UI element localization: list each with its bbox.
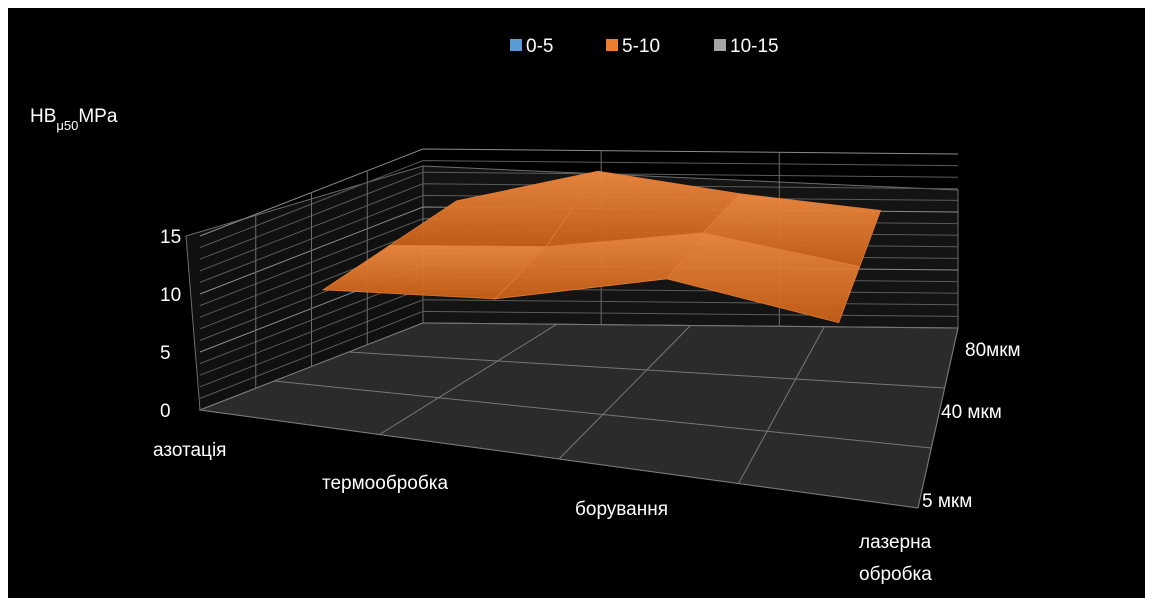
legend: 0-5 5-10 10-15: [510, 36, 779, 57]
category-label-laser-line1: лазерна: [859, 532, 932, 553]
legend-swatch-5-10: [606, 39, 618, 51]
legend-label-0-5: 0-5: [526, 36, 553, 57]
surface: [321, 170, 882, 324]
z-tick-labels: 0 5 10 15: [160, 227, 181, 422]
category-label-nitriding: азотація: [153, 440, 226, 461]
legend-swatch-0-5: [510, 39, 522, 51]
legend-swatch-10-15: [714, 39, 726, 51]
z-tick-label: 5: [160, 343, 171, 364]
depth-label-40um: 40 мкм: [941, 402, 1002, 423]
chart-area: 0 5 10 15 HBμ50MPa 0-5 5-10 10-15 азотація …: [8, 8, 1145, 598]
floor-grid-line: [738, 326, 825, 484]
surface-chart: 0 5 10 15 HBμ50MPa 0-5 5-10 10-15 азотація …: [30, 36, 1021, 585]
legend-label-10-15: 10-15: [730, 36, 779, 57]
y-axis-title: HBμ50MPa: [30, 106, 118, 133]
floor-grid-line: [274, 380, 932, 449]
floor-grid-line: [422, 322, 959, 329]
category-label-laser-line2: обробка: [859, 564, 932, 585]
z-tick-label: 15: [160, 227, 181, 248]
floor-grid-line: [558, 325, 691, 460]
z-tick-label: 0: [160, 401, 171, 422]
z-tick-label: 10: [160, 285, 181, 306]
depth-label-5um: 5 мкм: [922, 491, 972, 512]
floor-grid-line: [917, 327, 959, 509]
floor-grid-line: [348, 351, 945, 389]
depth-labels: 5 мкм 40 мкм 80мкм: [922, 340, 1021, 512]
surface-patch: [666, 232, 861, 324]
floor-grid-line: [199, 409, 919, 509]
floor-grid-line: [379, 323, 558, 435]
category-label-heat-treatment: термообробка: [322, 473, 448, 494]
legend-label-5-10: 5-10: [622, 36, 660, 57]
depth-label-80um: 80мкм: [965, 340, 1021, 361]
category-labels: азотація термообробка борування лазерна …: [153, 440, 932, 585]
category-label-boriding: борування: [575, 499, 668, 520]
